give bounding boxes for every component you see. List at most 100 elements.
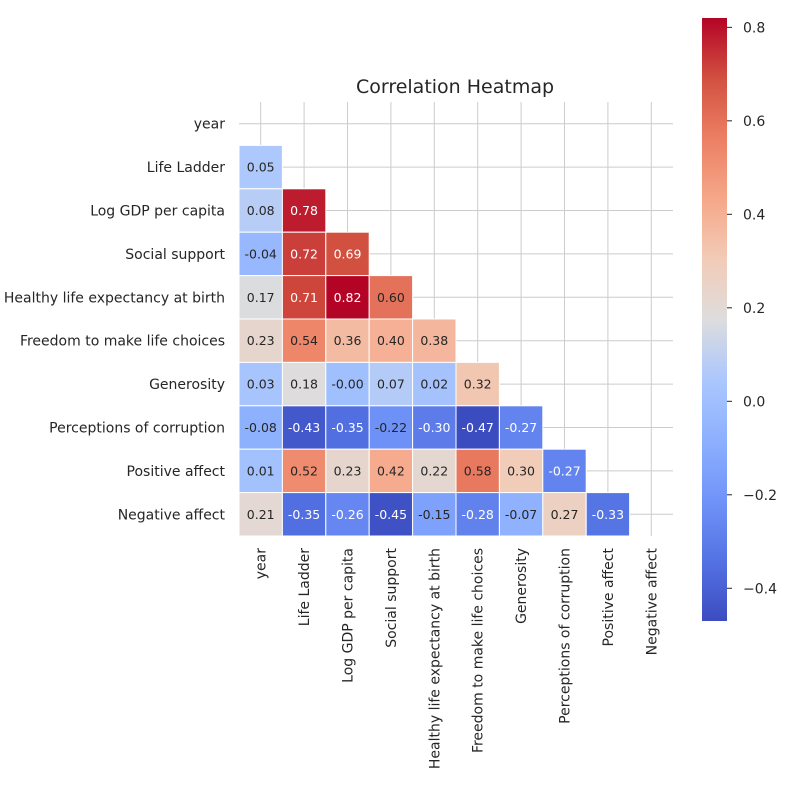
- y-tick-label: year: [194, 117, 225, 133]
- x-tick-labels: year Life Ladder Log GDP per capita Social …: [254, 547, 661, 769]
- cell-annotation: -0.45: [375, 507, 407, 522]
- heatmap-cell: [281, 275, 327, 320]
- y-tick-label: Healthy life expectancy at birth: [4, 290, 225, 306]
- heatmap-cell: [281, 492, 327, 537]
- heatmap-cell: [455, 492, 500, 537]
- heatmap-cell: [325, 492, 370, 537]
- chart-title: Correlation Heatmap: [356, 76, 554, 98]
- colorbar-tick-label: −0.4: [743, 581, 777, 597]
- heatmap-cell: [325, 318, 370, 363]
- colorbar-tick-label: 0.2: [743, 301, 765, 317]
- x-tick-label: year: [254, 548, 270, 579]
- cell-annotation: 0.21: [247, 507, 275, 522]
- heatmap-cell: [412, 361, 457, 407]
- cell-annotation: 0.40: [377, 333, 405, 348]
- x-tick-label: Freedom to make life choices: [471, 548, 487, 753]
- x-tick-label: Log GDP per capita: [341, 548, 357, 683]
- heatmap-cell: [498, 405, 544, 450]
- cell-annotation: 0.02: [420, 377, 448, 392]
- cell-annotation: 0.18: [290, 377, 318, 392]
- cell-annotation: -0.33: [592, 507, 624, 522]
- heatmap-cell: [368, 492, 414, 537]
- heatmap-cell: [542, 492, 587, 537]
- cell-annotation: -0.27: [548, 463, 580, 478]
- cell-annotation: 0.42: [377, 463, 405, 478]
- y-tick-label: Generosity: [149, 377, 225, 393]
- cell-annotation: 0.52: [290, 463, 318, 478]
- cell-annotation: 0.58: [464, 463, 492, 478]
- heatmap-cell: [585, 492, 631, 537]
- y-tick-label: Social support: [125, 247, 225, 263]
- x-tick-label: Positive affect: [601, 547, 617, 646]
- heatmap-cell: [238, 144, 283, 190]
- cell-annotation: 0.03: [247, 377, 275, 392]
- x-tick-label: Generosity: [514, 548, 530, 624]
- cell-annotation: 0.22: [420, 463, 448, 478]
- cell-annotations: 0.05 0.08 0.78 -0.04 0.72 0.69 0.17 0.71 0.82 0.6…: [245, 160, 625, 522]
- colorbar-tick-label: 0.8: [743, 20, 765, 36]
- heatmap-cell: [238, 492, 283, 537]
- cell-annotation: 0.82: [334, 290, 362, 305]
- heatmap-cell: [455, 405, 500, 450]
- y-tick-label: Negative affect: [118, 507, 226, 523]
- colorbar-tick-label: 0.4: [743, 207, 765, 223]
- cell-annotation: -0.26: [331, 507, 363, 522]
- cell-annotation: 0.23: [334, 463, 362, 478]
- cell-annotation: 0.36: [334, 333, 362, 348]
- cell-annotation: 0.72: [290, 246, 318, 261]
- cell-annotation: 0.05: [247, 160, 275, 175]
- heatmap-cell: [542, 448, 587, 494]
- x-tick-label: Perceptions of corruption: [558, 548, 574, 724]
- y-tick-label: Freedom to make life choices: [20, 334, 225, 350]
- cell-annotation: 0.30: [507, 463, 535, 478]
- heatmap-cell: [412, 448, 457, 494]
- cell-annotation: -0.28: [462, 507, 494, 522]
- colorbar-tick-label: −0.2: [743, 488, 777, 504]
- heatmap-cell: [368, 318, 414, 363]
- cell-annotation: 0.27: [551, 507, 579, 522]
- cell-annotation: 0.07: [377, 377, 405, 392]
- cell-annotation: 0.60: [377, 290, 405, 305]
- colorbar: [702, 18, 727, 621]
- heatmap-cell: [368, 275, 414, 320]
- x-tick-label: Healthy life expectancy at birth: [427, 548, 443, 769]
- cell-annotation: -0.43: [288, 420, 320, 435]
- heatmap-cell: [412, 318, 457, 363]
- cell-annotation: -0.08: [245, 420, 277, 435]
- y-tick-label: Log GDP per capita: [90, 204, 225, 220]
- cell-annotation: -0.04: [245, 246, 277, 261]
- y-tick-label: Perceptions of corruption: [49, 421, 225, 437]
- cell-annotation: 0.23: [247, 333, 275, 348]
- colorbar-ticks: −0.4 −0.2 0.0 0.2 0.4 0.6 0.8: [727, 20, 777, 597]
- cell-annotation: 0.08: [247, 203, 275, 218]
- cell-annotation: -0.35: [288, 507, 320, 522]
- heatmap-cells: [238, 144, 631, 537]
- cell-annotation: -0.15: [418, 507, 450, 522]
- y-tick-labels: year Life Ladder Log GDP per capita Social …: [4, 117, 226, 524]
- cell-annotation: -0.00: [331, 377, 363, 392]
- x-tick-label: Life Ladder: [297, 548, 313, 626]
- cell-annotation: -0.07: [505, 507, 537, 522]
- cell-annotation: 0.78: [290, 203, 318, 218]
- colorbar-tick-label: 0.6: [743, 114, 765, 130]
- cell-annotation: -0.27: [505, 420, 537, 435]
- heatmap-cell: [325, 361, 370, 407]
- cell-annotation: 0.54: [290, 333, 318, 348]
- x-tick-label: Negative affect: [644, 547, 660, 655]
- colorbar-tick-label: 0.0: [743, 394, 765, 410]
- heatmap-cell: [281, 188, 327, 233]
- x-tick-label: Social support: [384, 547, 400, 647]
- heatmap-cell: [368, 405, 414, 450]
- heatmap-cell: [238, 361, 283, 407]
- heatmap-cell: [238, 448, 283, 494]
- cell-annotation: 0.01: [247, 463, 275, 478]
- heatmap-cell: [455, 448, 500, 494]
- cell-annotation: 0.32: [464, 377, 492, 392]
- cell-annotation: -0.30: [418, 420, 450, 435]
- cell-annotation: 0.69: [334, 246, 362, 261]
- heatmap-cell: [238, 188, 283, 233]
- y-tick-label: Life Ladder: [147, 160, 225, 176]
- cell-annotation: 0.17: [247, 290, 275, 305]
